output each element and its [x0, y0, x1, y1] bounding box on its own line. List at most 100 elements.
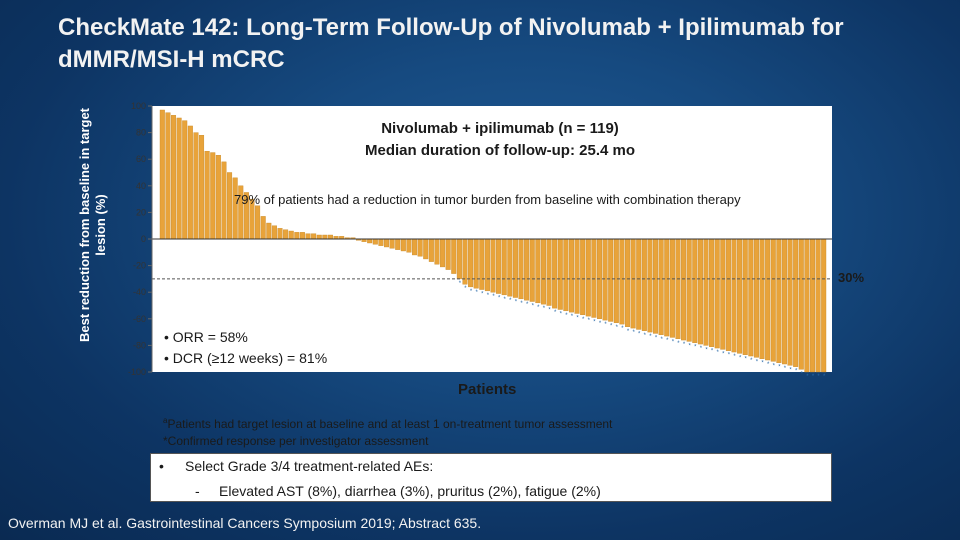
bar [288, 230, 294, 240]
confirmed-response-marker: * [750, 358, 753, 364]
response-stats: • ORR = 58% • DCR (≥12 weeks) = 81% [160, 327, 327, 369]
bar [232, 177, 238, 240]
bar [737, 238, 743, 354]
confirmed-response-marker: * [739, 355, 742, 361]
confirmed-response-marker: * [498, 296, 501, 302]
y-tick-label: 60 [136, 154, 146, 164]
bar [193, 132, 199, 240]
bar [664, 238, 670, 337]
confirmed-response-marker: * [812, 374, 815, 380]
bar [725, 238, 731, 351]
bar [327, 234, 333, 240]
y-axis-ticks: -100 -80 -60 -40 -20 0 20 40 60 80 100 [128, 101, 152, 377]
bar [311, 233, 317, 240]
bar [675, 238, 681, 339]
bar [395, 238, 401, 250]
bar [283, 229, 289, 240]
bar [260, 216, 266, 240]
bar [821, 238, 827, 373]
confirmed-response-marker: * [532, 304, 535, 310]
bar [434, 238, 440, 265]
adverse-events-box: • Select Grade 3/4 treatment-related AEs… [150, 453, 832, 502]
bar [428, 238, 434, 262]
stat-orr-text: ORR = 58% [172, 329, 248, 345]
y-tick-label: 100 [131, 101, 146, 111]
confirmed-response-marker: * [526, 302, 529, 308]
bar [400, 238, 406, 252]
confirmed-response-marker: * [627, 329, 630, 335]
aes-dash: - [195, 483, 200, 499]
bar [507, 238, 513, 297]
confirmed-response-marker: * [576, 315, 579, 321]
bar [277, 228, 283, 240]
bar [731, 238, 737, 353]
confirmed-response-marker: * [599, 321, 602, 327]
reference-line-label: 30% [838, 270, 865, 285]
confirmed-response-marker: * [660, 337, 663, 343]
confirmed-response-marker: * [616, 325, 619, 331]
bar [299, 232, 305, 240]
footnote-a-text: Patients had target lesion at baseline a… [167, 417, 613, 431]
confirmed-response-marker: * [593, 319, 596, 325]
bar [580, 238, 586, 316]
confirmed-response-marker: * [464, 286, 467, 292]
confirmed-response-marker: * [638, 331, 641, 337]
bar [165, 112, 171, 240]
bar [613, 238, 619, 323]
confirmed-response-marker: * [801, 371, 804, 377]
bar [625, 238, 631, 327]
confirmed-response-marker: * [700, 346, 703, 352]
bar [681, 238, 687, 341]
confirmed-response-marker: * [459, 281, 462, 287]
aes-bullet: • [159, 458, 164, 474]
confirmed-response-marker: * [705, 347, 708, 353]
confirmed-response-marker: * [520, 301, 523, 307]
bar [305, 233, 311, 240]
bar [182, 120, 188, 240]
bar [524, 238, 530, 301]
bar [585, 238, 591, 317]
bar [535, 238, 541, 304]
confirmed-response-marker: * [543, 306, 546, 312]
bar [159, 109, 165, 240]
bar [406, 238, 412, 253]
bar [552, 238, 558, 309]
confirmed-response-marker: * [761, 361, 764, 367]
confirmed-response-marker: * [689, 343, 692, 349]
bar [770, 238, 776, 362]
bar [389, 238, 395, 249]
bar [496, 238, 502, 294]
bar [591, 238, 597, 318]
bar [557, 238, 563, 310]
bar [568, 238, 574, 313]
bar [658, 238, 664, 335]
footnotes: aPatients had target lesion at baseline … [163, 412, 612, 450]
confirmed-response-marker: * [711, 349, 714, 355]
confirmed-response-marker: * [773, 363, 776, 369]
confirmed-response-marker: * [548, 308, 551, 314]
bar [765, 238, 771, 361]
bar [809, 238, 815, 373]
bar [501, 238, 507, 296]
bar [619, 238, 625, 325]
bar [484, 238, 490, 292]
bar [647, 238, 653, 333]
y-tick-label: 40 [136, 181, 146, 191]
bar [815, 238, 821, 373]
bar [423, 238, 429, 260]
confirmed-response-marker: * [767, 362, 770, 368]
footnote-a: aPatients had target lesion at baseline … [163, 412, 612, 433]
bar [322, 234, 328, 240]
confirmed-response-marker: * [683, 342, 686, 348]
bar [378, 238, 384, 246]
y-tick-label: -80 [133, 340, 146, 350]
bar [512, 238, 518, 298]
confirmed-response-marker: * [476, 290, 479, 296]
bar [540, 238, 546, 305]
bar [686, 238, 692, 342]
bar [781, 238, 787, 365]
confirmed-response-marker: * [694, 345, 697, 351]
bar [445, 238, 451, 270]
bar [473, 238, 479, 289]
confirmed-response-marker: * [644, 333, 647, 339]
